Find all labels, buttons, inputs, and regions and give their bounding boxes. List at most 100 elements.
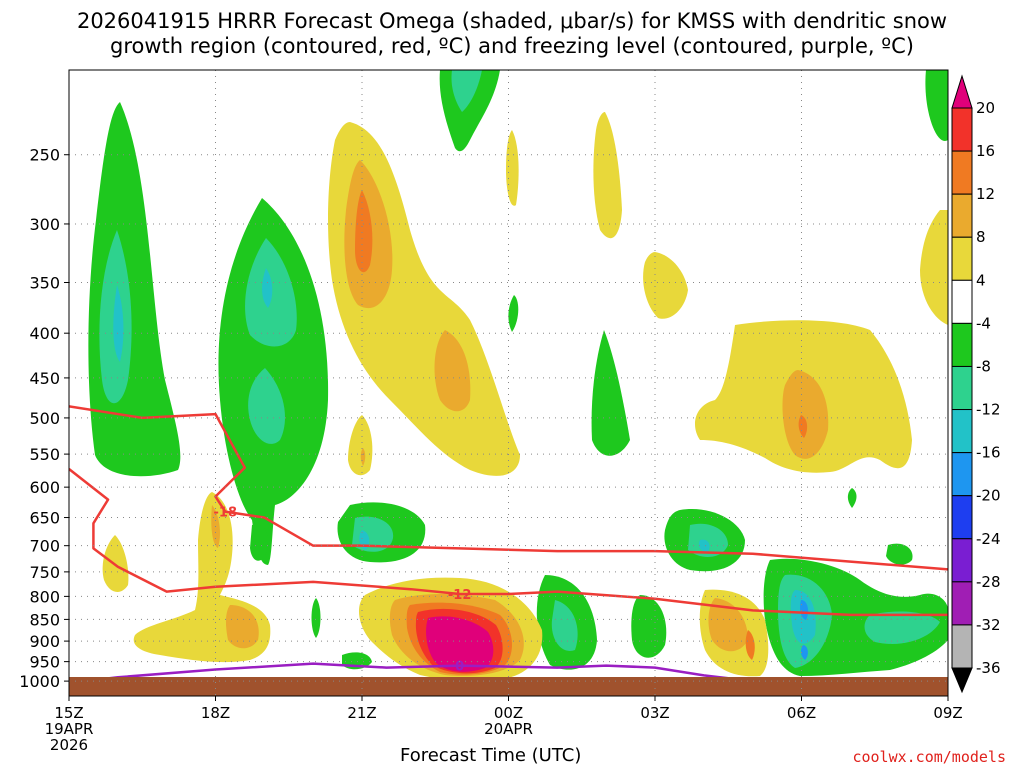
omega-shading [88, 70, 948, 681]
x-tick-label: 03Z [640, 704, 669, 722]
y-tick-label: 500 [29, 409, 60, 428]
colorbar-segment [951, 452, 973, 497]
colorbar-top-triangle [951, 74, 973, 109]
y-tick-label: 750 [29, 563, 60, 582]
x-tick-sublabel: 20APR [484, 720, 533, 738]
y-tick-label: 850 [29, 610, 60, 629]
colorbar-label: 8 [976, 228, 986, 246]
omega-fill [551, 600, 578, 651]
y-tick-label: 900 [29, 632, 60, 651]
x-tick-label: 15Z [54, 704, 83, 722]
y-axis: 250 300 350 400 450 500 550 600 650 700 750 800 850 9… [19, 146, 69, 691]
omega-fill [225, 605, 259, 649]
omega-fill [360, 448, 366, 466]
colorbar-segment [951, 236, 973, 281]
omega-fill [886, 543, 913, 565]
contour-dgz [69, 468, 948, 617]
colorbar-label: -24 [976, 530, 1001, 548]
colorbar-label: -32 [976, 616, 1001, 634]
omega-fill [508, 295, 519, 332]
grid [69, 70, 948, 696]
omega-fill [800, 645, 808, 660]
colorbar-segment [951, 495, 973, 540]
colorbar-segment [951, 279, 973, 324]
omega-fill [708, 598, 748, 652]
colorbar-label: -12 [976, 401, 1001, 419]
omega-fill [698, 539, 710, 552]
colorbar-label: -36 [976, 659, 1001, 677]
x-tick-label: 09Z [933, 704, 962, 722]
contour-freezing-level [69, 662, 802, 696]
colorbar-segment [951, 193, 973, 238]
omega-fill [798, 415, 808, 438]
omega-fill [688, 523, 728, 557]
omega-fill [593, 112, 622, 239]
ground [69, 677, 948, 696]
x-axis-title: Forecast Time (UTC) [400, 745, 582, 766]
omega-fill [355, 190, 373, 273]
x-tick-label: 18Z [201, 704, 230, 722]
omega-fill [920, 210, 948, 325]
omega-fill [311, 598, 321, 638]
omega-fill [800, 600, 809, 620]
omega-fill [643, 252, 688, 319]
y-tick-label: 700 [29, 537, 60, 556]
omega-fill [847, 488, 857, 508]
plot-area: -18 -12 0 [69, 70, 948, 696]
colorbar-segment [951, 365, 973, 411]
colorbar-label: 12 [976, 185, 995, 203]
colorbar-segment [951, 581, 973, 626]
omega-fill [631, 595, 667, 658]
colorbar-label: 4 [976, 271, 986, 289]
x-tick-sublabel: 19APR [45, 720, 94, 738]
colorbar-segment [951, 624, 973, 669]
contour-label: -18 [214, 506, 238, 521]
omega-fill [248, 368, 285, 444]
y-tick-label: 400 [29, 324, 60, 343]
y-tick-label: 950 [29, 653, 60, 672]
colorbar-label: -4 [976, 314, 991, 332]
x-tick-label: 06Z [787, 704, 816, 722]
chart-title-line-1: 2026041915 HRRR Forecast Omega (shaded, … [76, 9, 948, 33]
omega-fill [925, 70, 948, 141]
omega-fill [434, 330, 471, 412]
colorbar-segment [951, 538, 973, 583]
colorbar-segment [951, 150, 973, 195]
omega-fill [348, 415, 373, 476]
colorbar-segment [951, 322, 973, 367]
contour-label: -12 [448, 588, 472, 603]
y-tick-label: 250 [29, 146, 60, 165]
omega-fill [782, 370, 829, 459]
x-tick-label: 00Z [494, 704, 523, 722]
y-tick-label: 550 [29, 445, 60, 464]
y-tick-label: 300 [29, 215, 60, 234]
x-tick-year: 2026 [50, 736, 88, 754]
y-tick-label: 350 [29, 273, 60, 292]
temperature-contours: -18 -12 0 [69, 405, 948, 696]
contour-label: 0 [455, 660, 464, 675]
colorbar-label: 16 [976, 142, 995, 160]
colorbar-label: -8 [976, 357, 991, 375]
colorbar-label: 20 [976, 99, 995, 117]
colorbar: 20 16 12 8 4 -4 -8 -12 -16 -20 -24 -28 -32 -36 [951, 74, 1001, 694]
omega-fill [88, 102, 181, 477]
y-tick-label: 800 [29, 587, 60, 606]
omega-fill [262, 268, 273, 308]
colorbar-label: -28 [976, 573, 1001, 591]
chart-title-line-2: growth region (contoured, red, ºC) and f… [110, 34, 914, 58]
omega-fill [426, 616, 494, 672]
colorbar-segment [951, 409, 973, 454]
contour-dgz [69, 405, 948, 571]
y-tick-label: 450 [29, 369, 60, 388]
colorbar-segment [951, 107, 973, 152]
omega-fill [451, 70, 482, 112]
y-tick-label: 1000 [19, 672, 60, 691]
colorbar-label: -20 [976, 487, 1001, 505]
colorbar-bottom-triangle [951, 667, 973, 694]
credit-link[interactable]: coolwx.com/models [852, 748, 1006, 766]
y-tick-label: 600 [29, 478, 60, 497]
colorbar-label: -16 [976, 444, 1001, 462]
omega-fill [250, 524, 269, 561]
